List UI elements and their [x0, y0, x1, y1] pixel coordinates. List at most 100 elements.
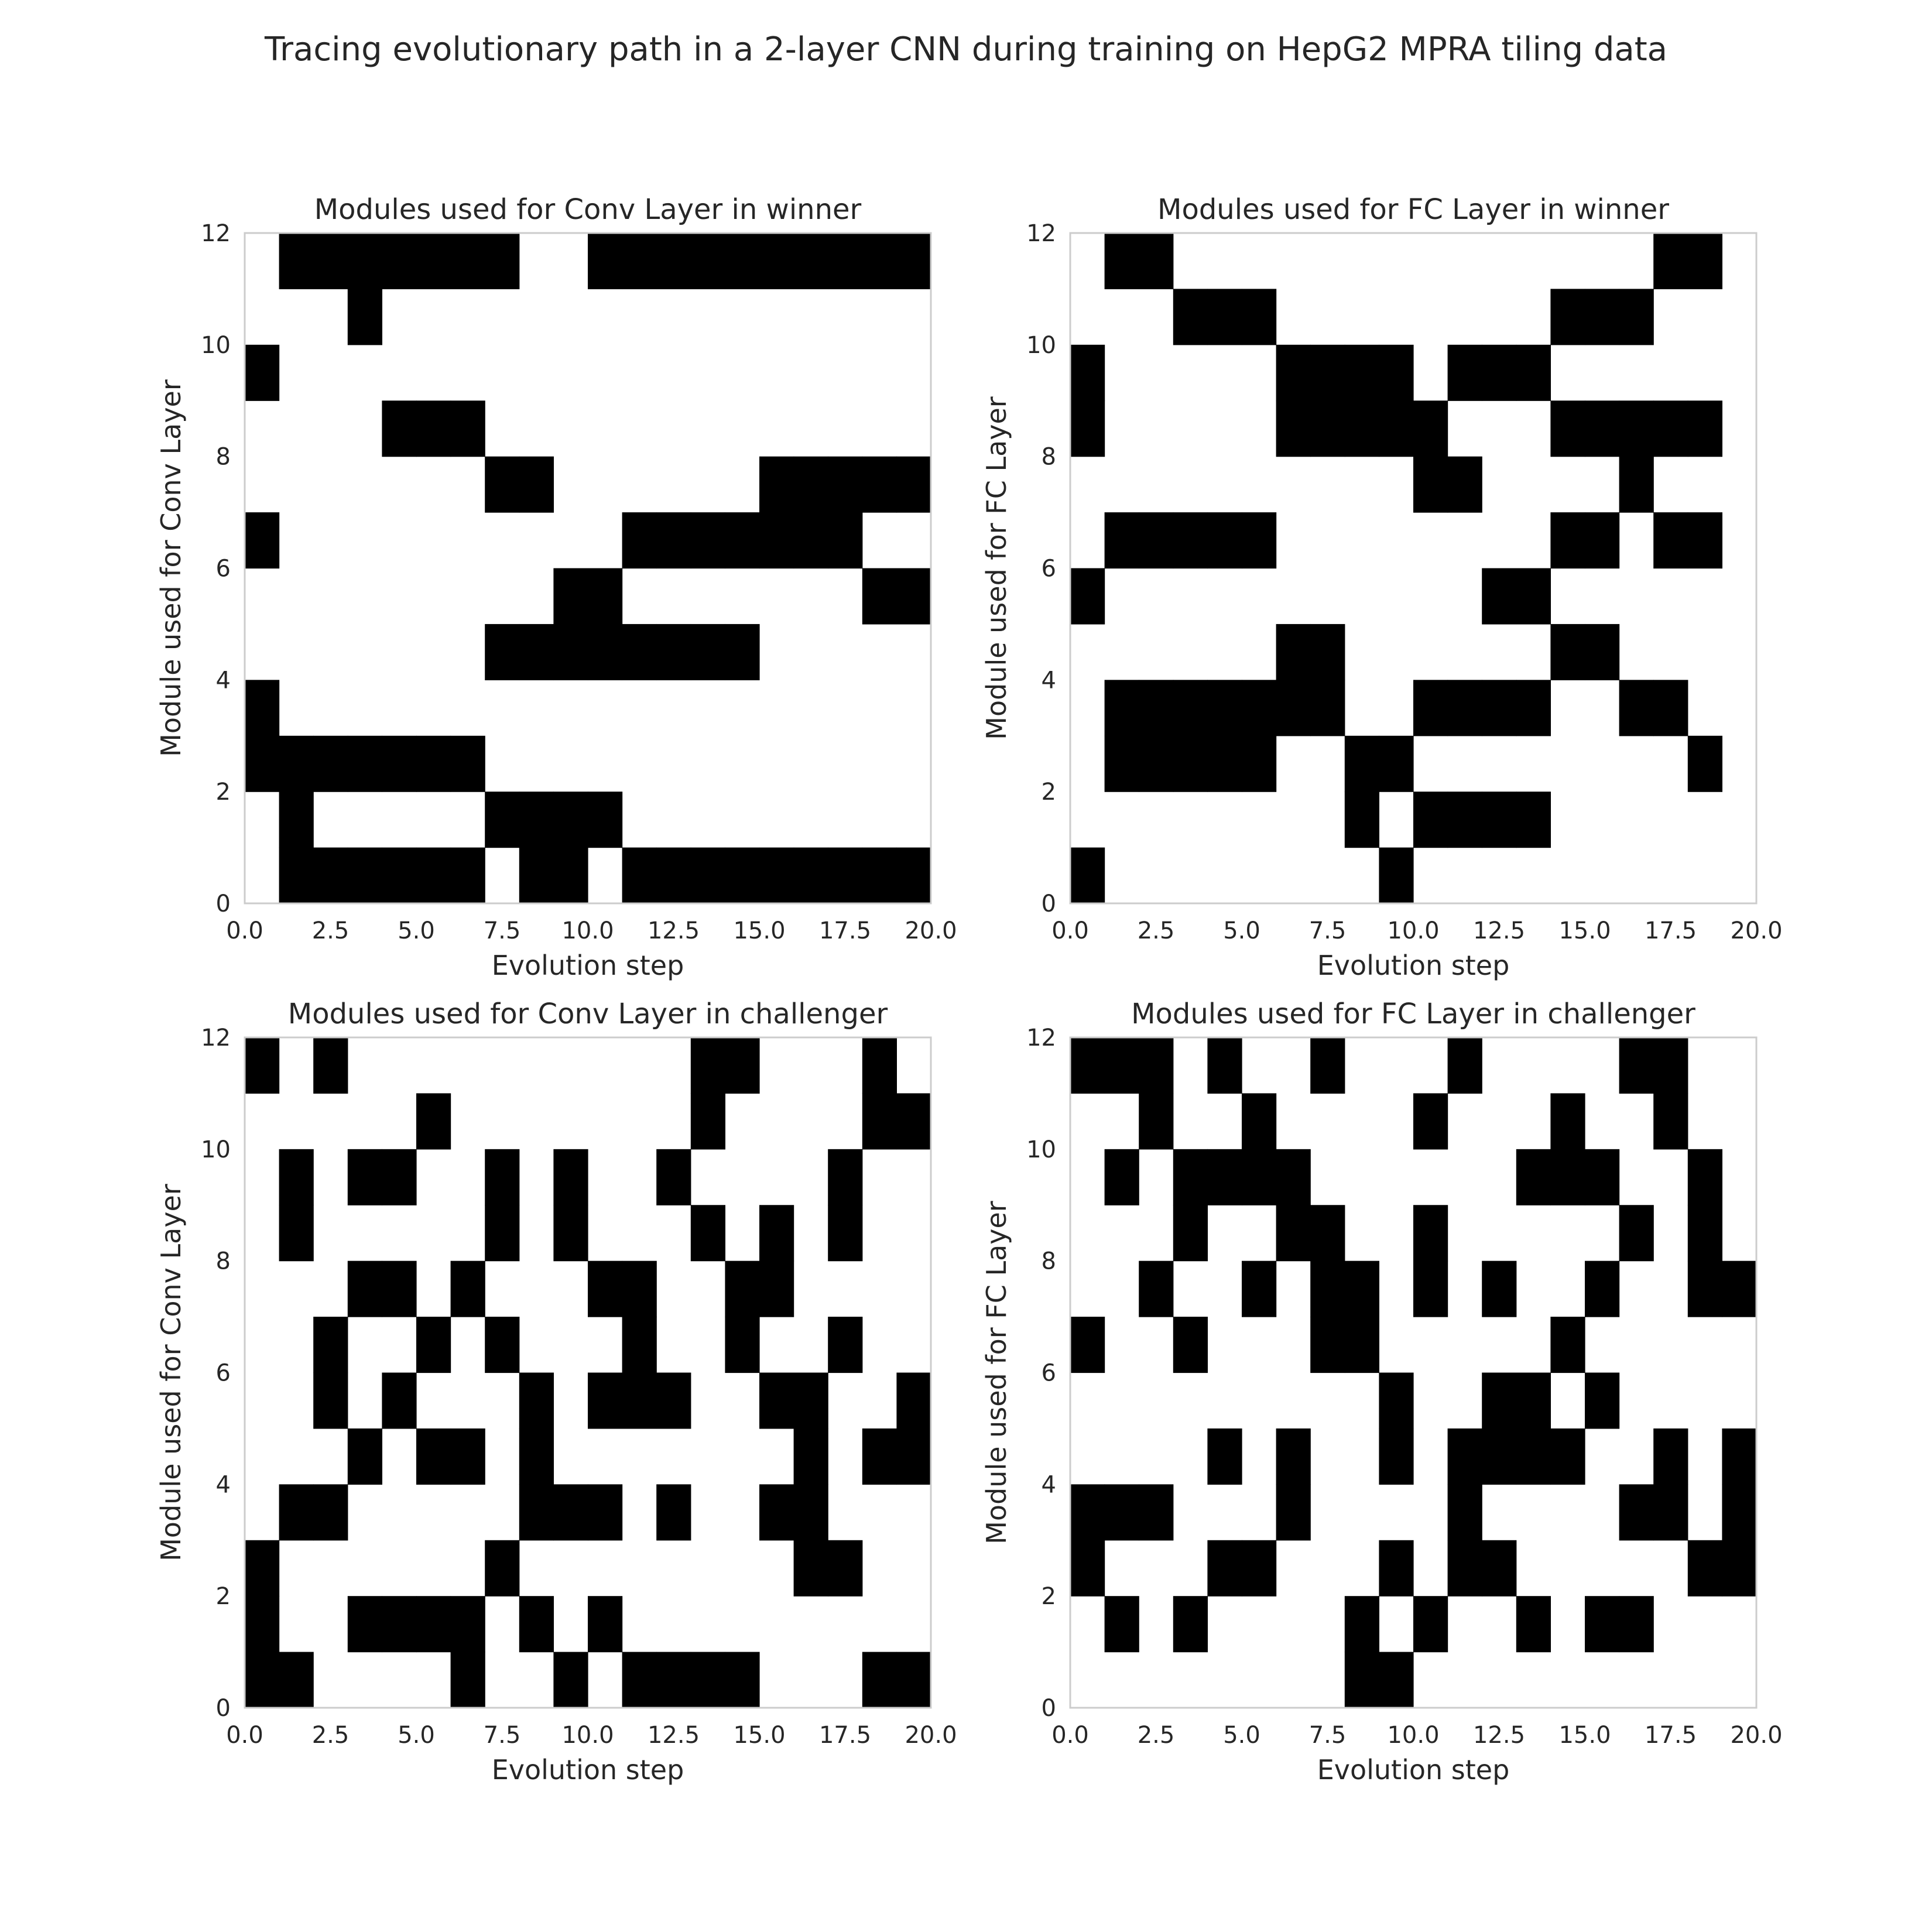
heatmap-cell	[1687, 1540, 1722, 1597]
heatmap-cell	[1104, 735, 1139, 792]
heatmap-cell	[1585, 512, 1620, 569]
heatmap-cell	[485, 1205, 520, 1262]
heatmap-cell	[553, 1484, 588, 1541]
heatmap-cell	[1344, 735, 1379, 792]
heatmap-cell	[450, 847, 485, 904]
heatmap-cell	[793, 1484, 828, 1541]
heatmap-cell	[759, 847, 794, 904]
heatmap-cell	[1207, 680, 1242, 737]
heatmap-cell	[759, 1260, 794, 1317]
heatmap-cell	[828, 1540, 863, 1597]
x-tick-label: 0.0	[226, 917, 263, 944]
heatmap-cell	[1173, 289, 1208, 345]
heatmap-cell	[690, 233, 725, 290]
heatmap-cell	[450, 233, 485, 290]
y-tick-label: 6	[1042, 1360, 1056, 1387]
heatmap-cell	[519, 1484, 554, 1541]
heatmap-cell	[1104, 1596, 1139, 1653]
heatmap-cell	[519, 1428, 554, 1485]
x-tick-label: 5.0	[1223, 1722, 1260, 1749]
heatmap-cell	[1413, 680, 1448, 737]
y-tick-label: 6	[1042, 556, 1056, 583]
heatmap-cell	[1653, 512, 1688, 569]
heatmap-cell	[896, 1372, 931, 1429]
x-axis-label: Evolution step	[492, 1754, 684, 1786]
heatmap-cell	[1276, 1149, 1311, 1205]
heatmap-cell	[279, 1484, 314, 1541]
heatmap-cell	[1619, 1596, 1654, 1653]
heatmap-cell	[1344, 792, 1379, 848]
x-tick-label: 2.5	[1138, 917, 1175, 944]
heatmap-cell	[862, 1037, 897, 1094]
heatmap-cell	[1413, 792, 1448, 848]
heatmap-cell	[690, 1037, 725, 1094]
heatmap-cell	[1516, 1149, 1551, 1205]
heatmap-cell	[1516, 680, 1551, 737]
heatmap-cell	[485, 624, 520, 680]
x-tick-label: 5.0	[398, 1722, 435, 1749]
heatmap-cell	[896, 1652, 931, 1708]
subplot-title: Modules used for FC Layer in winner	[1157, 193, 1669, 226]
x-tick-label: 15.0	[733, 1722, 785, 1749]
x-tick-label: 20.0	[905, 917, 957, 944]
heatmap-cell	[1619, 1037, 1654, 1094]
heatmap-cell	[1104, 512, 1139, 569]
heatmap-cell	[1482, 344, 1517, 401]
y-axis-label: Module used for FC Layer	[981, 396, 1012, 740]
heatmap-cell	[1653, 400, 1688, 457]
heatmap-cell	[1447, 1540, 1482, 1597]
heatmap-cell	[793, 456, 828, 513]
heatmap-cell	[1139, 1093, 1174, 1150]
y-tick-label: 12	[1026, 220, 1056, 247]
heatmap-cell	[1585, 400, 1620, 457]
heatmap-cell	[656, 233, 691, 290]
x-tick-label: 0.0	[226, 1722, 263, 1749]
x-tick-label: 17.5	[819, 917, 871, 944]
heatmap-cell	[1104, 1037, 1139, 1094]
heatmap-cell	[1653, 1484, 1688, 1541]
heatmap-cell	[725, 512, 760, 569]
heatmap-cell	[1550, 624, 1585, 680]
heatmap-cell	[1550, 1149, 1585, 1205]
heatmap-cell	[416, 1317, 451, 1373]
heatmap-cell	[828, 512, 863, 569]
heatmap-cell	[382, 1260, 417, 1317]
heatmap-cell	[1207, 1037, 1242, 1094]
heatmap-cell	[485, 1540, 520, 1597]
heatmap-cell	[313, 1484, 348, 1541]
heatmap-cell	[725, 624, 760, 680]
heatmap-cell	[1447, 1428, 1482, 1485]
heatmap-cell	[382, 1372, 417, 1429]
heatmap-cell	[313, 233, 348, 290]
y-axis-label: Module used for Conv Layer	[155, 379, 187, 757]
heatmap-cell	[1344, 1260, 1379, 1317]
figure-title: Tracing evolutionary path in a 2-layer C…	[265, 30, 1667, 68]
heatmap-cell	[1516, 1372, 1551, 1429]
heatmap-cell	[416, 1428, 451, 1485]
y-tick-label: 8	[216, 444, 231, 471]
heatmap-cell	[1070, 1317, 1105, 1373]
heatmap-cell	[382, 400, 417, 457]
heatmap-cell	[347, 735, 382, 792]
heatmap-cell	[793, 1372, 828, 1429]
y-tick-label: 8	[216, 1248, 231, 1275]
y-tick-label: 8	[1042, 1248, 1056, 1275]
heatmap-cell	[553, 792, 588, 848]
heatmap-cell	[1242, 289, 1277, 345]
heatmap-cell	[828, 233, 863, 290]
heatmap-cell	[1379, 400, 1414, 457]
heatmap-cell	[1687, 1149, 1722, 1205]
heatmap-panel-2: 0.0 2.5 5.0 7.5 10.0 12.5 15.0 17.5 20.0 0 2 4 6 8 10 1…	[981, 193, 1783, 981]
heatmap-cell	[622, 233, 657, 290]
heatmap-cell	[1413, 456, 1448, 513]
heatmap-cell	[1070, 847, 1105, 904]
heatmap-cell	[1310, 624, 1345, 680]
heatmap-cell	[759, 512, 794, 569]
y-tick-label: 2	[1042, 779, 1056, 806]
heatmap-cell	[1687, 735, 1722, 792]
heatmap-cell	[1722, 1428, 1757, 1485]
heatmap-cell	[588, 1596, 623, 1653]
heatmap-cell	[382, 735, 417, 792]
heatmap-cell	[690, 624, 725, 680]
heatmap-cell	[1379, 1372, 1414, 1429]
